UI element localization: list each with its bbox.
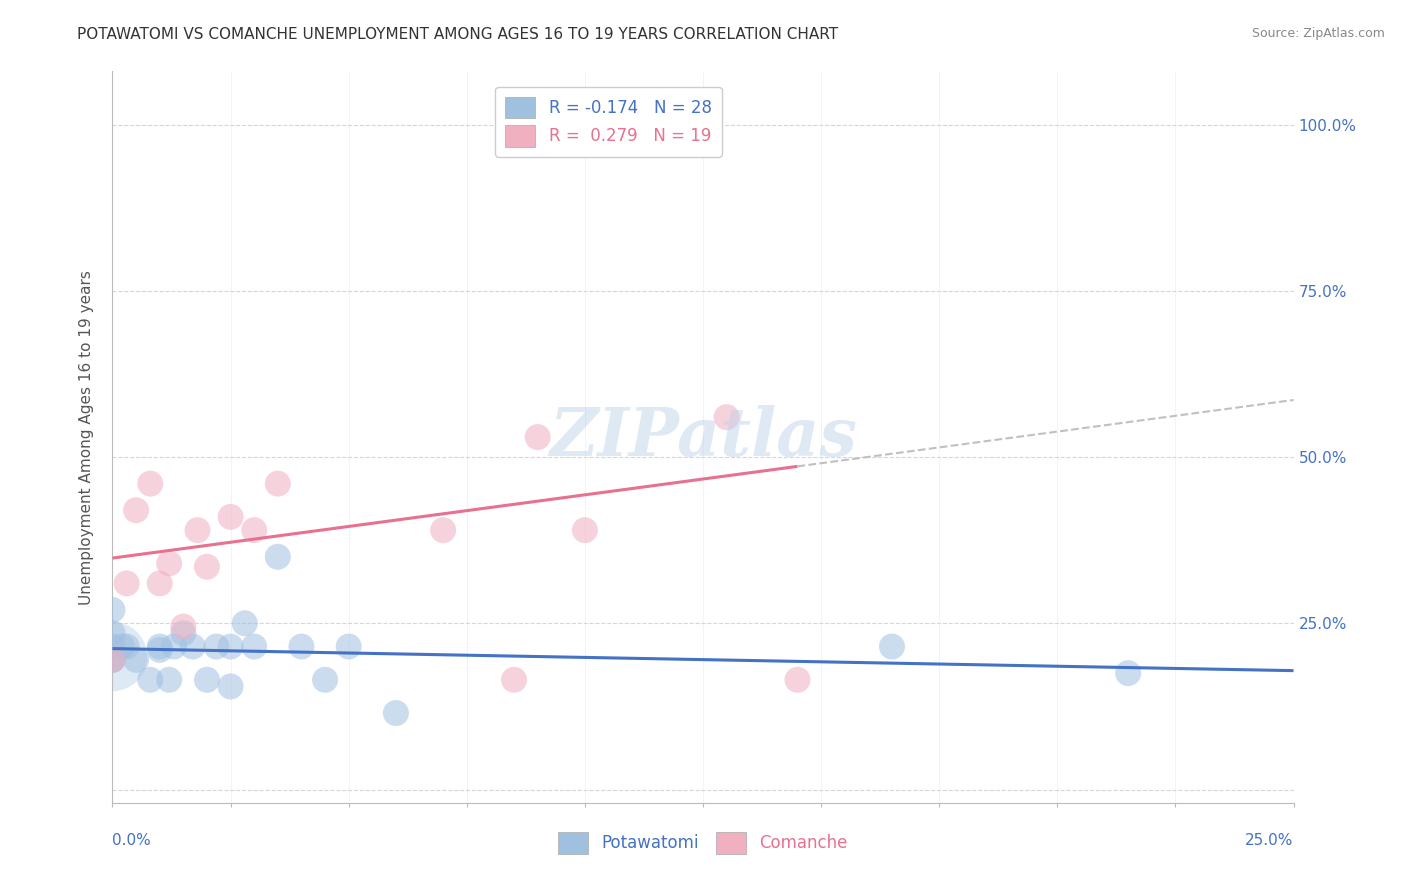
Point (115, 576, 138, 591)
Legend: Potawatomi, Comanche: Potawatomi, Comanche (551, 826, 855, 860)
Point (243, 523, 266, 537)
Point (337, 640, 360, 654)
Point (101, 626, 124, 640)
Text: 0.0%: 0.0% (112, 833, 152, 847)
Point (125, 503, 148, 517)
Point (101, 653, 124, 667)
Point (219, 640, 242, 654)
Point (101, 603, 124, 617)
Point (101, 653, 124, 667)
Point (149, 643, 172, 657)
Point (267, 476, 290, 491)
Point (550, 118, 572, 132)
Text: Source: ZipAtlas.com: Source: ZipAtlas.com (1251, 27, 1385, 40)
Point (574, 523, 596, 537)
Point (157, 673, 180, 687)
Point (195, 559, 218, 574)
Point (880, 640, 903, 654)
Text: 25.0%: 25.0% (1246, 833, 1294, 847)
Point (219, 680, 242, 694)
Text: ZIPatlas: ZIPatlas (550, 405, 856, 469)
Point (205, 640, 228, 654)
Point (786, 673, 808, 687)
Point (1116, 666, 1139, 681)
Point (149, 640, 172, 654)
Point (125, 653, 148, 667)
Point (186, 523, 208, 537)
Point (181, 640, 204, 654)
Y-axis label: Unemployment Among Ages 16 to 19 years: Unemployment Among Ages 16 to 19 years (79, 269, 94, 605)
Point (503, 673, 526, 687)
Text: POTAWATOMI VS COMANCHE UNEMPLOYMENT AMONG AGES 16 TO 19 YEARS CORRELATION CHART: POTAWATOMI VS COMANCHE UNEMPLOYMENT AMON… (77, 27, 838, 42)
Point (101, 640, 124, 654)
Point (243, 640, 266, 654)
Point (172, 619, 194, 633)
Point (101, 653, 124, 667)
Point (716, 410, 738, 425)
Point (163, 640, 186, 654)
Point (290, 640, 312, 654)
Point (219, 509, 242, 524)
Point (115, 640, 138, 654)
Point (526, 430, 548, 444)
Point (139, 476, 162, 491)
Point (139, 673, 162, 687)
Point (432, 523, 454, 537)
Point (314, 673, 336, 687)
Point (101, 649, 124, 664)
Point (267, 549, 290, 564)
Point (385, 706, 408, 720)
Point (195, 673, 218, 687)
Point (172, 626, 194, 640)
Point (149, 576, 172, 591)
Point (111, 640, 134, 654)
Point (233, 616, 256, 631)
Point (157, 557, 180, 571)
